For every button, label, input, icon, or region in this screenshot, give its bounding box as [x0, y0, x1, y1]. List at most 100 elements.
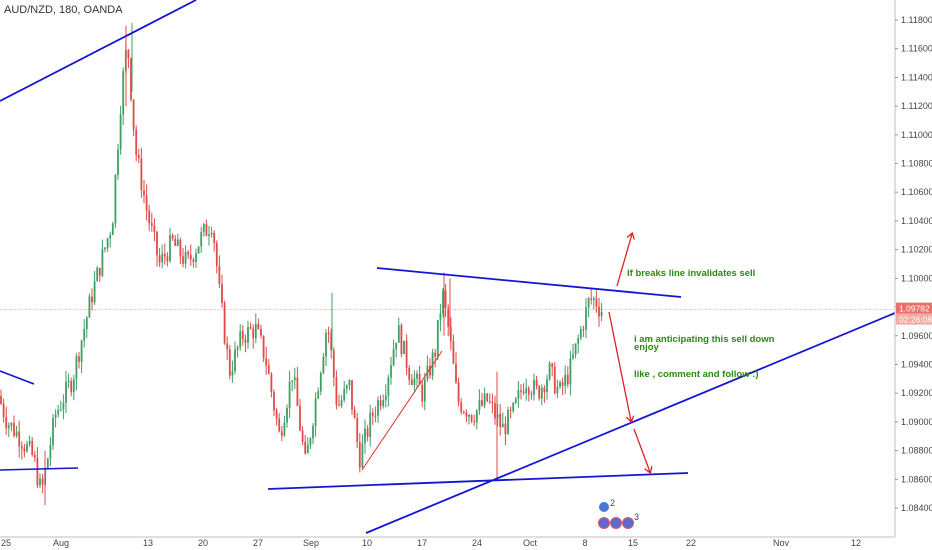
candle-body-176	[457, 382, 460, 403]
trendlines-layer	[0, 0, 896, 534]
candle-body-70	[182, 256, 184, 264]
candle-body-65	[169, 235, 171, 262]
candle-body-132	[343, 388, 346, 401]
y-tick-label-15: 1.08800	[901, 446, 932, 456]
candle-body-231	[600, 312, 603, 317]
candle-body-188	[488, 400, 491, 402]
candle-body-92	[239, 331, 242, 348]
candle-body-161	[418, 373, 421, 385]
candle-body-49	[127, 49, 130, 59]
price-label-bg	[896, 302, 932, 314]
y-tick-label-3: 1.11200	[901, 101, 932, 111]
candle-body-197	[512, 402, 515, 411]
y-tick-label-8: 1.10200	[901, 245, 932, 255]
candle-body-149	[387, 377, 390, 396]
candle-body-95	[247, 327, 249, 343]
candle-body-217	[564, 374, 567, 387]
candle-body-57	[148, 210, 151, 224]
candle-body-118	[306, 445, 309, 454]
candle-body-122	[317, 391, 320, 399]
candle-body-187	[486, 393, 489, 401]
y-tick-label-17: 1.08400	[901, 503, 932, 513]
candle-body-211	[548, 363, 551, 380]
candle-body-2	[5, 416, 8, 429]
candle-body-144	[374, 415, 377, 417]
candle-body-27	[70, 381, 73, 393]
candle-body-200	[520, 390, 522, 392]
candle-body-209	[543, 387, 546, 393]
annotations-layer: if breaks line invalidates sell i am anti…	[598, 234, 775, 529]
candle-body-136	[353, 409, 356, 419]
candle-body-177	[460, 402, 463, 413]
candle-body-227	[590, 298, 593, 300]
candle-body-83	[215, 242, 218, 267]
candle-body-113	[293, 377, 296, 381]
candle-body-163	[423, 379, 426, 402]
candle-body-18	[46, 458, 49, 469]
candle-body-73	[189, 254, 192, 260]
annotation-3: like , comment and follow :)	[634, 369, 759, 380]
candles-layer	[0, 22, 603, 506]
candle-body-25	[65, 381, 67, 404]
candle-body-98	[254, 323, 257, 339]
candle-body-46	[119, 114, 122, 150]
candle-body-117	[304, 441, 307, 454]
candle-body-6	[15, 431, 18, 436]
candle-body-10	[26, 443, 28, 452]
y-tick-label-13: 1.09200	[901, 388, 932, 398]
x-tick-label-4: 27	[253, 538, 263, 548]
sell-arrow-1	[608, 311, 631, 421]
y-tick-label-11: 1.09600	[901, 331, 932, 341]
candle-body-112	[291, 380, 294, 382]
candle-body-88	[228, 349, 231, 376]
candle-body-213	[553, 366, 556, 394]
candle-body-189	[491, 401, 494, 404]
candle-body-24	[62, 403, 65, 410]
candle-body-160	[416, 373, 418, 379]
candle-body-77	[200, 232, 203, 247]
candle-body-142	[369, 412, 372, 437]
candle-body-119	[309, 438, 312, 446]
event-badge-group-2	[622, 517, 634, 529]
candle-body-91	[236, 347, 239, 350]
candle-body-21	[54, 414, 57, 418]
candle-body-76	[197, 246, 200, 254]
candle-body-31	[80, 340, 83, 362]
y-tick-label-12: 1.09400	[901, 359, 932, 369]
candle-body-199	[517, 390, 520, 399]
y-tick-label-7: 1.10400	[901, 216, 932, 226]
countdown-label-bg	[896, 313, 932, 325]
candle-body-229	[595, 298, 598, 307]
candle-body-97	[252, 328, 255, 339]
candle-body-15	[39, 478, 41, 486]
candle-body-42	[109, 235, 112, 239]
candle-body-228	[592, 298, 595, 300]
candle-body-35	[91, 296, 93, 303]
rising-trendline	[365, 312, 896, 534]
candle-body-22	[57, 409, 60, 415]
y-tick-label-16: 1.08600	[901, 474, 932, 484]
candle-body-140	[364, 428, 366, 444]
candle-body-124	[322, 356, 325, 374]
candle-body-51	[132, 99, 135, 130]
candle-body-12	[31, 440, 34, 455]
candle-body-221	[574, 343, 577, 355]
y-tick-label-1: 1.11600	[901, 44, 932, 54]
candle-body-80	[208, 234, 210, 236]
candle-body-123	[319, 373, 322, 392]
candle-body-111	[288, 381, 291, 408]
candle-body-37	[96, 267, 99, 282]
candle-body-55	[143, 190, 145, 196]
candle-body-75	[195, 253, 197, 263]
candle-body-139	[361, 443, 364, 468]
candle-body-69	[179, 239, 182, 257]
candle-body-158	[410, 379, 413, 385]
candle-body-94	[244, 339, 247, 343]
candle-body-0	[0, 396, 2, 404]
candle-body-165	[429, 365, 431, 376]
candle-body-62	[161, 253, 164, 263]
candle-body-115	[299, 405, 301, 431]
candle-body-85	[221, 283, 223, 303]
candle-body-153	[397, 325, 400, 343]
